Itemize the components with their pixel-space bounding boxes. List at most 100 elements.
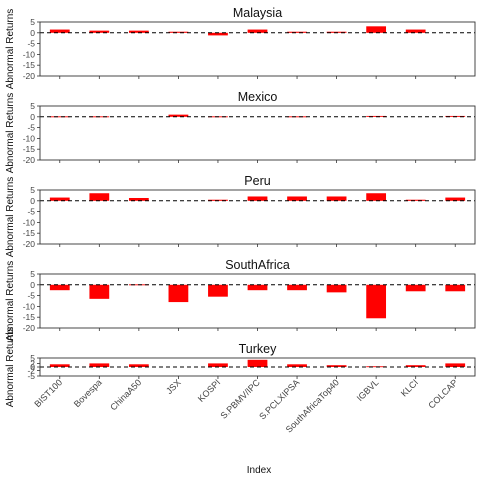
bar-S.PBMV/IPC [247,196,268,201]
y-tick-label: 5 [30,17,35,27]
panel-frame [39,273,476,329]
bar-S.PBMV/IPC [247,359,268,367]
y-tick-label: -15 [23,60,36,70]
y-tick-label: -20 [23,71,36,81]
y-tick-label: -15 [23,312,36,322]
y-axis-title: Abnormal Returns [5,93,16,174]
bar-IGBVL [366,284,387,319]
y-tick-label: 5 [30,269,35,279]
bar-Bovespa [89,284,110,299]
y-tick-label: -5 [27,123,35,133]
x-tick-label: S.PCLXIPSA [257,377,301,421]
bar-SouthAfricaTop40 [326,365,347,367]
panel-title: Mexico [238,90,278,104]
bar-BIST100 [49,284,70,291]
bar-IGBVL [366,193,387,201]
bar-S.PBMV/IPC [247,284,268,291]
bar-ChinaA50 [128,197,149,201]
bar-IGBVL [366,26,387,33]
y-tick-label: 0 [30,280,35,290]
y-tick-label: -10 [23,301,36,311]
bar-KLCI [405,284,426,292]
y-tick-label: -5 [27,371,35,381]
y-axis-title: Abnormal Returns [5,327,16,408]
panel-frame [39,357,476,377]
x-tick-label: ChinaA50 [108,377,143,412]
bar-COLCAP [445,197,466,201]
x-tick-label: IGBVL [355,377,381,403]
panel-title: Peru [244,174,270,188]
panel-malaysia: Malaysia Abnormal Returns 50-5-10-15-20 [5,6,476,90]
y-tick-label: -20 [23,323,36,333]
bar-COLCAP [445,284,466,292]
bar-Bovespa [89,363,110,367]
panel-title: Turkey [239,342,277,356]
bar-KLCI [405,365,426,367]
y-tick-label: 2 [30,358,35,368]
y-tick-label: -5 [27,291,35,301]
y-tick-label: -15 [23,228,36,238]
y-tick-label: -10 [23,49,36,59]
bar-SouthAfricaTop40 [326,31,347,33]
bar-Bovespa [89,193,110,201]
y-axis-title: Abnormal Returns [5,177,16,258]
bar-ChinaA50 [128,364,149,367]
y-tick-label: 0 [30,28,35,38]
y-tick-label: -2 [27,366,35,376]
y-tick-label: -20 [23,155,36,165]
y-axis-title: Abnormal Returns [5,261,16,342]
x-tick-label: COLCAP [426,377,459,410]
bar-KOSPI [208,199,228,201]
bar-S.PCLXIPSA [287,284,307,291]
bar-S.PCLXIPSA [287,116,307,118]
y-axis-title: Abnormal Returns [5,9,16,90]
x-tick-label: KLCI [399,377,420,398]
bar-JSX [168,114,189,117]
panel-turkey: Turkey Abnormal Returns 520-2-5 [5,327,476,408]
y-tick-label: -20 [23,239,36,249]
y-tick-label: -15 [23,144,36,154]
bar-BIST100 [49,364,70,367]
bar-ChinaA50 [128,30,149,33]
y-tick-label: 0 [30,112,35,122]
bar-KLCI [405,29,426,33]
y-tick-label: 0 [30,196,35,206]
x-tick-label: JSX [164,377,183,396]
y-tick-label: 5 [30,101,35,111]
panel-frame [39,105,476,161]
bar-BIST100 [49,116,70,118]
bar-KOSPI [208,32,228,36]
y-tick-label: -10 [23,217,36,227]
y-tick-label: -5 [27,207,35,217]
y-tick-label: -5 [27,39,35,49]
y-tick-label: 5 [30,185,35,195]
bar-BIST100 [49,197,70,201]
bar-S.PCLXIPSA [287,364,307,367]
bar-KOSPI [208,363,228,367]
x-axis: BIST100 Bovespa ChinaA50 JSX KOSPIS.PBMV/IPC… [32,377,459,435]
bar-SouthAfricaTop40 [326,284,347,293]
bar-BIST100 [49,29,70,33]
bar-S.PBMV/IPC [247,29,268,33]
y-tick-label: 0 [30,362,35,372]
panel-mexico: Mexico Abnormal Returns 50-5-10-15-20 [5,90,476,174]
bar-KLCI [405,199,426,201]
x-tick-label: S.PBMV/IPC [218,377,262,421]
x-tick-label: BIST100 [32,377,64,409]
bar-S.PCLXIPSA [287,31,307,33]
panel-title: Malaysia [233,6,282,20]
bar-KOSPI [208,284,228,297]
panel-frame [39,21,476,77]
bar-JSX [168,284,189,303]
panel-frame [39,189,476,245]
panel-southafrica: SouthAfrica Abnormal Returns 50-5-10-15-20 [5,258,476,342]
x-axis-title: Index [247,465,271,476]
y-tick-label: -10 [23,133,36,143]
x-tick-label: Bovespa [72,377,104,409]
panel-peru: Peru Abnormal Returns 50-5-10-15-20 [5,174,476,258]
bar-Bovespa [89,30,110,33]
panel-title: SouthAfrica [225,258,290,272]
y-tick-label: 5 [30,353,35,363]
